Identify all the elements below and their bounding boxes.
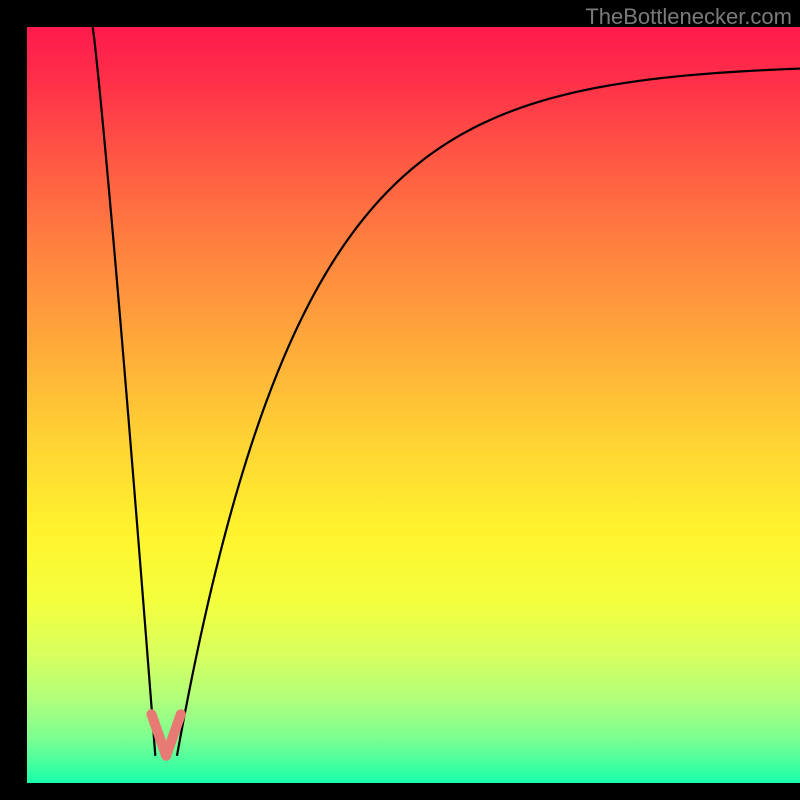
watermark-text: TheBottlenecker.com xyxy=(585,4,792,30)
gradient-background xyxy=(27,27,800,783)
frame-left xyxy=(0,0,27,800)
plot-area xyxy=(27,27,800,783)
plot-svg xyxy=(27,27,800,783)
frame-bottom xyxy=(0,783,800,800)
